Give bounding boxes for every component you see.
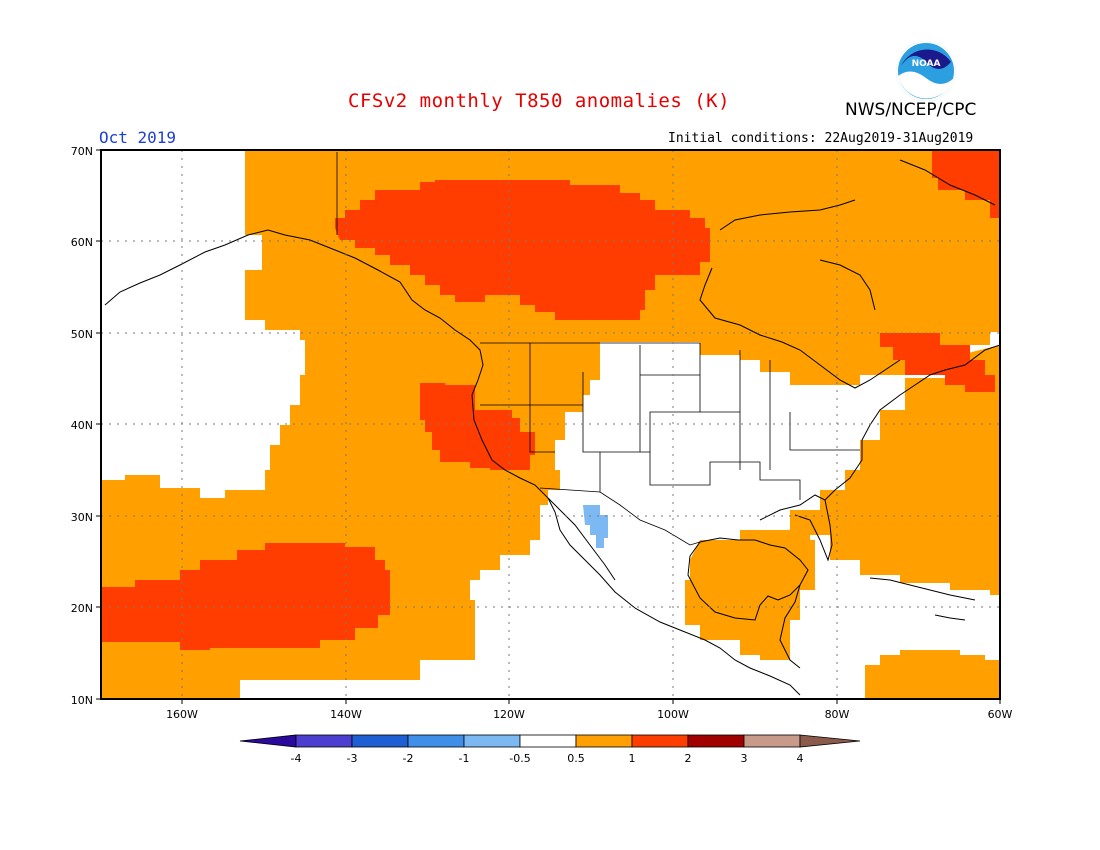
- colorbar-label: 2: [685, 752, 692, 765]
- coastlines: [104, 159, 1000, 696]
- lat-label: 40N: [71, 419, 93, 432]
- lon-label: 120W: [493, 708, 525, 721]
- colorbar: [239, 734, 861, 748]
- colorbar-label: 3: [741, 752, 748, 765]
- colorbar-labels: -4 -3 -2 -1 -0.5 0.5 1 2 3 4: [291, 752, 804, 765]
- colorbar-label: -4: [291, 752, 302, 765]
- colorbar-label: -2: [403, 752, 414, 765]
- political-boundaries: [336, 152, 860, 546]
- colorbar-label: 0.5: [567, 752, 585, 765]
- noaa-logo: NOAA: [896, 41, 956, 101]
- colorbar-swatch: [463, 734, 521, 748]
- colorbar-swatch: [239, 734, 297, 748]
- lon-label: 140W: [330, 708, 362, 721]
- colorbar-swatch: [407, 734, 465, 748]
- lat-label: 50N: [71, 328, 93, 341]
- lat-label: 30N: [71, 511, 93, 524]
- lat-label: 10N: [71, 694, 93, 707]
- forecast-month: Oct 2019: [99, 128, 177, 147]
- longitude-labels: 160W 140W 120W 100W 80W 60W: [166, 708, 1012, 721]
- colorbar-label: 1: [629, 752, 636, 765]
- lat-label: 60N: [71, 236, 93, 249]
- anomaly-red-regions: [101, 150, 1000, 650]
- colorbar-label: -3: [347, 752, 358, 765]
- lon-label: 160W: [166, 708, 198, 721]
- colorbar-label: -1: [459, 752, 470, 765]
- colorbar-swatch: [519, 734, 577, 748]
- colorbar-swatch: [743, 734, 801, 748]
- lat-label: 20N: [71, 602, 93, 615]
- tick-marks: [96, 149, 1001, 704]
- colorbar-swatch: [631, 734, 689, 748]
- lat-label: 70N: [71, 145, 93, 158]
- colorbar-swatch: [295, 734, 353, 748]
- lon-label: 100W: [657, 708, 689, 721]
- lon-label: 60W: [988, 708, 1013, 721]
- organization-label: NWS/NCEP/CPC: [845, 100, 977, 120]
- colorbar-swatch: [799, 734, 861, 748]
- lon-label: 80W: [825, 708, 850, 721]
- logo-text: NOAA: [912, 59, 941, 69]
- latitude-labels: 10N 20N 30N 40N 50N 60N 70N: [71, 145, 93, 707]
- chart-title: CFSv2 monthly T850 anomalies (K): [348, 90, 731, 112]
- gridlines: [101, 150, 1000, 699]
- colorbar-label: 4: [797, 752, 804, 765]
- colorbar-swatch: [351, 734, 409, 748]
- colorbar-swatch: [687, 734, 745, 748]
- colorbar-swatch: [575, 734, 633, 748]
- colorbar-label: -0.5: [509, 752, 530, 765]
- initial-conditions: Initial conditions: 22Aug2019-31Aug2019: [668, 131, 974, 146]
